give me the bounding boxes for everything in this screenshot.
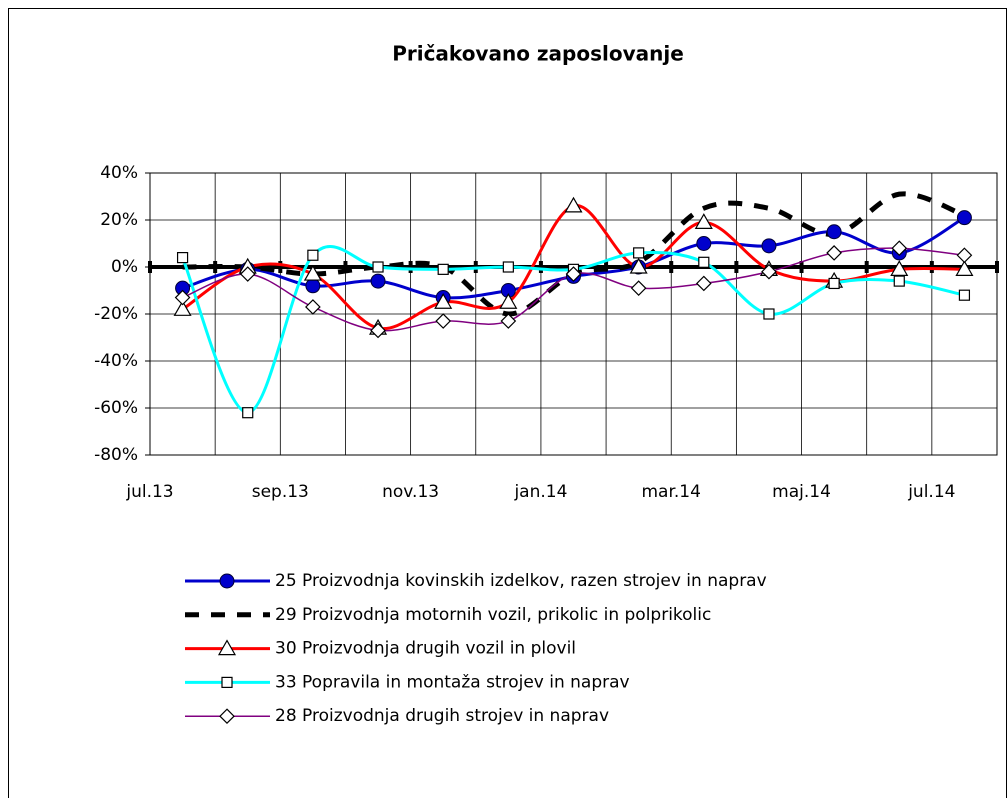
- marker: [893, 275, 905, 287]
- marker: [826, 245, 842, 261]
- chart-title: Pričakovano zaposlovanje: [392, 42, 684, 66]
- marker: [219, 708, 235, 725]
- marker: [217, 639, 237, 656]
- marker: [891, 240, 908, 257]
- marker: [174, 289, 191, 306]
- marker: [502, 261, 514, 273]
- marker: [435, 313, 452, 329]
- y-tick-label: -20%: [94, 304, 138, 324]
- marker: [565, 266, 582, 282]
- marker: [956, 247, 973, 264]
- marker: [173, 300, 192, 316]
- x-tick-label: maj.14: [772, 482, 831, 502]
- marker: [828, 277, 840, 290]
- marker: [695, 275, 712, 292]
- marker: [564, 196, 583, 213]
- marker: [633, 247, 645, 259]
- marker: [696, 236, 712, 251]
- marker: [437, 263, 449, 275]
- marker: [305, 278, 321, 294]
- y-tick-label: -80%: [94, 445, 138, 465]
- marker: [307, 249, 319, 261]
- marker: [176, 252, 189, 264]
- marker: [242, 407, 254, 419]
- legend-label: 25 Proizvodnja kovinskih izdelkov, razen…: [275, 571, 767, 591]
- legend-label: 29 Proizvodnja motornih vozil, prikolic …: [275, 605, 711, 625]
- legend-label: 30 Proizvodnja drugih vozil in plovil: [275, 639, 576, 659]
- marker: [629, 257, 648, 274]
- marker: [761, 238, 777, 254]
- y-tick-label: -60%: [94, 398, 138, 418]
- marker: [370, 322, 386, 339]
- y-tick-label: 0%: [111, 257, 138, 277]
- marker: [219, 573, 235, 589]
- marker: [956, 210, 972, 226]
- legend-label: 33 Popravila in montaža strojev in napra…: [275, 672, 630, 692]
- y-tick-label: 40%: [100, 163, 138, 183]
- marker: [761, 263, 777, 280]
- marker: [305, 299, 321, 315]
- y-tick-label: 20%: [100, 210, 138, 230]
- marker: [303, 264, 322, 281]
- marker: [955, 260, 974, 276]
- x-tick-label: mar.14: [642, 482, 701, 502]
- marker: [372, 261, 384, 273]
- marker: [694, 213, 713, 229]
- marker: [826, 224, 842, 240]
- x-tick-label: jul.14: [907, 482, 955, 502]
- x-tick-label: nov.13: [382, 482, 439, 502]
- marker: [434, 293, 453, 309]
- x-tick-label: jan.14: [513, 482, 567, 502]
- marker: [500, 313, 517, 329]
- y-tick-label: -40%: [94, 351, 138, 371]
- legend-label: 28 Proizvodnja drugih strojev in naprav: [275, 706, 609, 726]
- marker: [370, 273, 386, 289]
- marker: [763, 308, 775, 320]
- marker: [958, 289, 971, 301]
- x-tick-label: jul.13: [125, 482, 173, 502]
- marker: [698, 256, 710, 268]
- marker: [630, 280, 647, 296]
- x-tick-label: sep.13: [252, 482, 309, 502]
- marker: [499, 293, 518, 309]
- marker: [890, 260, 909, 276]
- marker: [221, 676, 233, 689]
- marker: [239, 266, 256, 282]
